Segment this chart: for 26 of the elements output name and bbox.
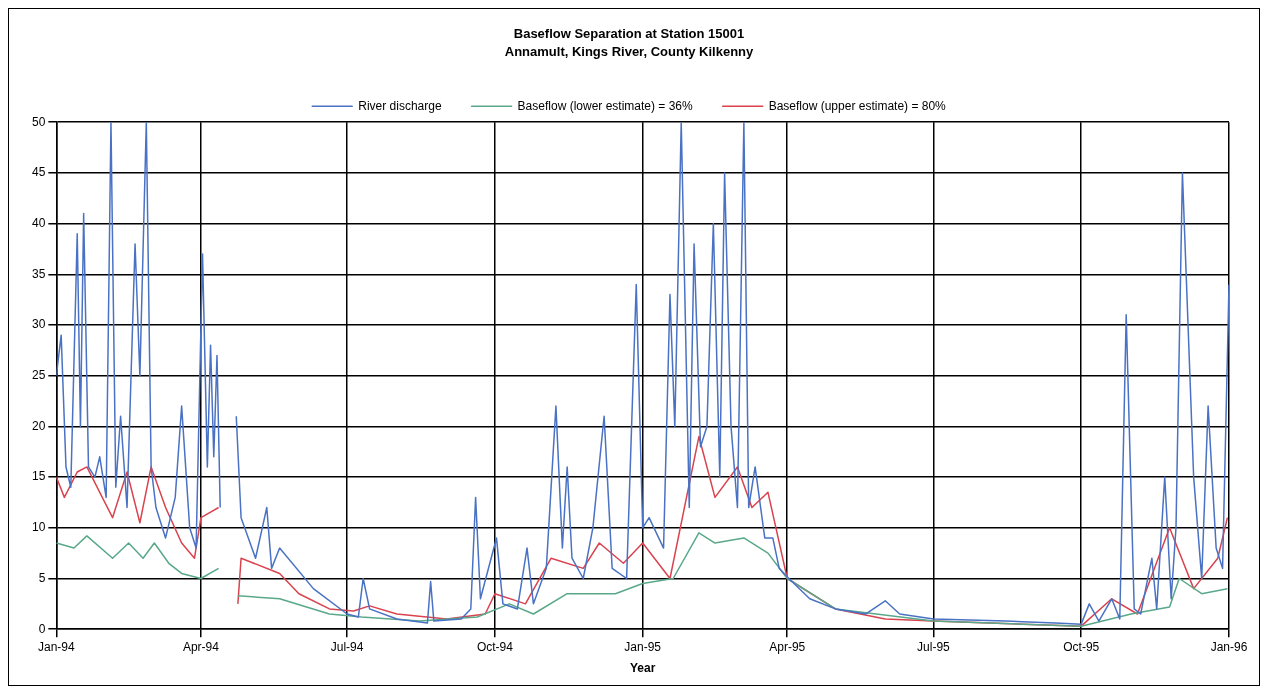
- x-tick-label: Oct-95: [1063, 639, 1100, 654]
- chart-title: Baseflow Separation at Station 15001: [513, 26, 745, 42]
- y-tick-label: 0: [38, 621, 46, 636]
- y-tick-label: 50: [31, 114, 46, 129]
- chart-subtitle: Annamult, Kings River, County Kilkenny: [504, 43, 755, 59]
- legend-label: River discharge: [358, 98, 442, 113]
- legend-label: Baseflow (lower estimate) = 36%: [517, 98, 694, 113]
- y-tick-label: 40: [31, 215, 46, 230]
- x-tick-label: Apr-95: [769, 639, 806, 654]
- y-tick-label: 15: [31, 469, 46, 484]
- x-axis-title: Year: [629, 661, 656, 676]
- y-tick-label: 25: [31, 368, 46, 383]
- y-tick-label: 35: [31, 266, 46, 281]
- x-tick-label: Jan-95: [624, 639, 662, 654]
- x-tick-label: Jul-94: [330, 639, 364, 654]
- y-tick-label: 20: [31, 418, 46, 433]
- x-tick-label: Apr-94: [182, 639, 220, 654]
- x-tick-label: Oct-94: [476, 639, 514, 654]
- x-tick-label: Jul-95: [917, 639, 951, 654]
- x-tick-label: Jan-94: [38, 639, 76, 654]
- y-tick-label: 45: [31, 165, 46, 180]
- x-tick-label: Jan-96: [1210, 639, 1248, 654]
- y-tick-label: 10: [31, 520, 46, 535]
- legend-label: Baseflow (upper estimate) = 80%: [768, 98, 947, 113]
- y-tick-label: 5: [38, 570, 46, 585]
- y-tick-label: 30: [31, 317, 46, 332]
